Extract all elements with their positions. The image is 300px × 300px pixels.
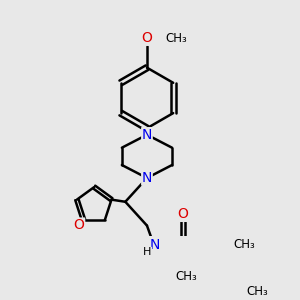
- Text: N: N: [142, 171, 152, 185]
- Text: N: N: [149, 238, 160, 252]
- Text: H: H: [143, 248, 152, 257]
- Text: O: O: [142, 31, 152, 45]
- Text: CH₃: CH₃: [165, 32, 187, 45]
- Text: N: N: [142, 128, 152, 142]
- Text: O: O: [177, 207, 188, 221]
- Text: CH₃: CH₃: [233, 238, 255, 251]
- Text: O: O: [74, 218, 85, 232]
- Text: CH₃: CH₃: [175, 270, 197, 283]
- Text: CH₃: CH₃: [247, 285, 268, 298]
